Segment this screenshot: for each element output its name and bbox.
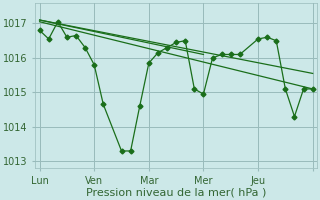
X-axis label: Pression niveau de la mer( hPa ): Pression niveau de la mer( hPa ) — [86, 187, 266, 197]
